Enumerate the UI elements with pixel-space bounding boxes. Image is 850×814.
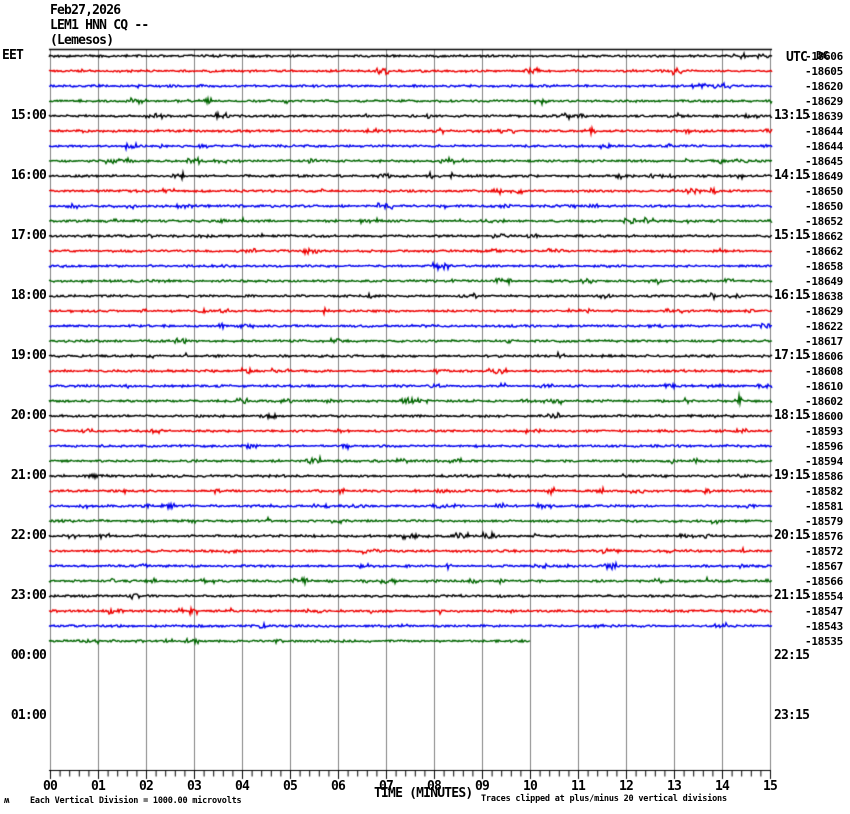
x-tick-label: 06 — [330, 779, 346, 794]
left-time-label: 23:00 — [10, 588, 47, 603]
left-time-label: 21:00 — [10, 468, 47, 483]
dc-offset-value: -18576 — [805, 530, 843, 543]
left-time-label: 22:00 — [10, 528, 47, 543]
left-time-label: 16:00 — [10, 168, 47, 183]
right-time-label: 18:15 — [774, 408, 810, 423]
dc-offset-value: -18662 — [805, 230, 843, 243]
right-time-label: 21:15 — [774, 588, 810, 603]
dc-offset-value: -18629 — [805, 95, 843, 108]
left-time-label: 00:00 — [10, 648, 47, 663]
x-tick-label: 04 — [234, 779, 250, 794]
title-location: (Lemesos) — [50, 33, 114, 48]
x-tick-label: 15 — [762, 779, 778, 794]
scale-note: Each Vertical Division = 1000.00 microvo… — [30, 796, 242, 806]
dc-offset-value: -18639 — [805, 110, 843, 123]
left-axis-title: EET — [2, 48, 24, 63]
right-time-label: 13:15 — [774, 108, 810, 123]
dc-offset-value: -18644 — [805, 125, 843, 138]
dc-offset-value: -18543 — [805, 620, 843, 633]
dc-offset-value: -18594 — [805, 455, 843, 468]
right-axis-title: UTC — [786, 50, 808, 65]
right-time-label: 22:15 — [774, 648, 810, 663]
x-tick-label: 14 — [714, 779, 730, 794]
dc-offset-value: -18608 — [805, 365, 843, 378]
left-time-label: 19:00 — [10, 348, 47, 363]
dc-offset-value: -18600 — [805, 410, 843, 423]
dc-offset-value: -18638 — [805, 290, 843, 303]
right-time-label: 16:15 — [774, 288, 810, 303]
dc-offset-value: -18650 — [805, 200, 843, 213]
x-tick-label: 08 — [426, 779, 442, 794]
right-time-label: 14:15 — [774, 168, 810, 183]
x-axis-title: TIME (MINUTES) — [374, 786, 473, 801]
dc-offset-value: -18650 — [805, 185, 843, 198]
left-time-label: 01:00 — [10, 708, 47, 723]
title-date: Feb27,2026 — [50, 3, 121, 18]
clip-note: Traces clipped at plus/minus 20 vertical… — [481, 794, 727, 804]
x-tick-label: 01 — [90, 779, 106, 794]
left-time-label: 18:00 — [10, 288, 47, 303]
left-time-label: 17:00 — [10, 228, 47, 243]
x-tick-label: 11 — [570, 779, 586, 794]
dc-offset-value: -18581 — [805, 500, 843, 513]
dc-offset-value: -18567 — [805, 560, 843, 573]
dc-offset-value: -18602 — [805, 395, 843, 408]
x-tick-label: 13 — [666, 779, 682, 794]
dc-offset-value: -18593 — [805, 425, 843, 438]
title-station: LEM1 HNN CQ -- — [50, 18, 149, 33]
dc-offset-value: -18649 — [805, 170, 843, 183]
dc-offset-value: -18658 — [805, 260, 843, 273]
dc-offset-value: -18644 — [805, 140, 843, 153]
dc-offset-value: -18596 — [805, 440, 843, 453]
dc-offset-value: -18572 — [805, 545, 843, 558]
right-time-label: 17:15 — [774, 348, 810, 363]
dc-offset-value: -18586 — [805, 470, 843, 483]
dc-offset-value: -18620 — [805, 80, 843, 93]
dc-offset-value: -18535 — [805, 635, 843, 648]
dc-offset-value: -18610 — [805, 380, 843, 393]
dc-offset-value: -18547 — [805, 605, 843, 618]
corner-glyph: ʍ — [4, 796, 10, 806]
dc-column-label: DC — [816, 49, 829, 62]
right-time-label: 20:15 — [774, 528, 810, 543]
dc-offset-value: -18649 — [805, 275, 843, 288]
dc-offset-value: -18645 — [805, 155, 843, 168]
dc-offset-value: -18617 — [805, 335, 843, 348]
right-time-label: 15:15 — [774, 228, 810, 243]
dc-offset-value: -18652 — [805, 215, 843, 228]
dc-offset-value: -18629 — [805, 305, 843, 318]
dc-offset-value: -18582 — [805, 485, 843, 498]
x-tick-label: 09 — [474, 779, 490, 794]
x-tick-label: 07 — [378, 779, 394, 794]
x-tick-label: 05 — [282, 779, 298, 794]
x-tick-label: 12 — [618, 779, 634, 794]
dc-offset-value: -18662 — [805, 245, 843, 258]
dc-offset-value: -18606 — [805, 50, 843, 63]
dc-offset-value: -18579 — [805, 515, 843, 528]
x-tick-label: 10 — [522, 779, 538, 794]
dc-offset-value: -18554 — [805, 590, 843, 603]
dc-offset-value: -18606 — [805, 350, 843, 363]
right-time-label: 23:15 — [774, 708, 810, 723]
left-time-label: 15:00 — [10, 108, 47, 123]
right-time-label: 19:15 — [774, 468, 810, 483]
dc-offset-value: -18605 — [805, 65, 843, 78]
left-time-label: 20:00 — [10, 408, 47, 423]
x-tick-label: 03 — [186, 779, 202, 794]
dc-offset-value: -18622 — [805, 320, 843, 333]
x-tick-label: 00 — [42, 779, 58, 794]
dc-offset-value: -18566 — [805, 575, 843, 588]
x-tick-label: 02 — [138, 779, 154, 794]
